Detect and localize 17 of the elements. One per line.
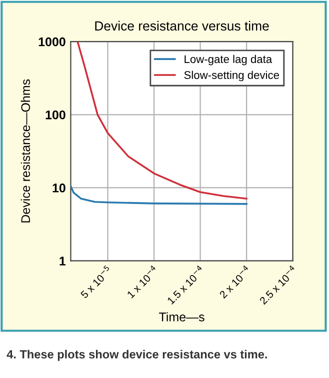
legend-label: Slow-setting device (184, 70, 279, 82)
x-tick-label: 1.5 x 10$^{−4}$ (165, 264, 206, 305)
y-tick-label: 1000 (38, 37, 66, 46)
text: 4. These plots show device resistance vs time. (6, 350, 267, 361)
y-tick-label: 100 (46, 110, 66, 120)
x-axis-title: Time—s (159, 312, 204, 322)
line-series (76, 42, 248, 200)
x-tick-label: 5 x 10$^{−5}$ (78, 265, 112, 299)
line-series (70, 185, 248, 205)
x-tick-label: 2 x 10$^{−4}$ (218, 264, 252, 299)
y-tick-label: 10 (52, 184, 66, 192)
legend-label: Low-gate lag data (184, 54, 272, 66)
chart-title: Device resistance versus time (95, 20, 269, 31)
x-tick-label: 2.5 x 10$^{−4}$ (258, 264, 298, 305)
y-axis-title: Device resistance—Ohms (20, 79, 30, 222)
x-tick-label: 1 x 10$^{−4}$ (125, 264, 159, 298)
y-tick-label: 1 (60, 256, 66, 266)
